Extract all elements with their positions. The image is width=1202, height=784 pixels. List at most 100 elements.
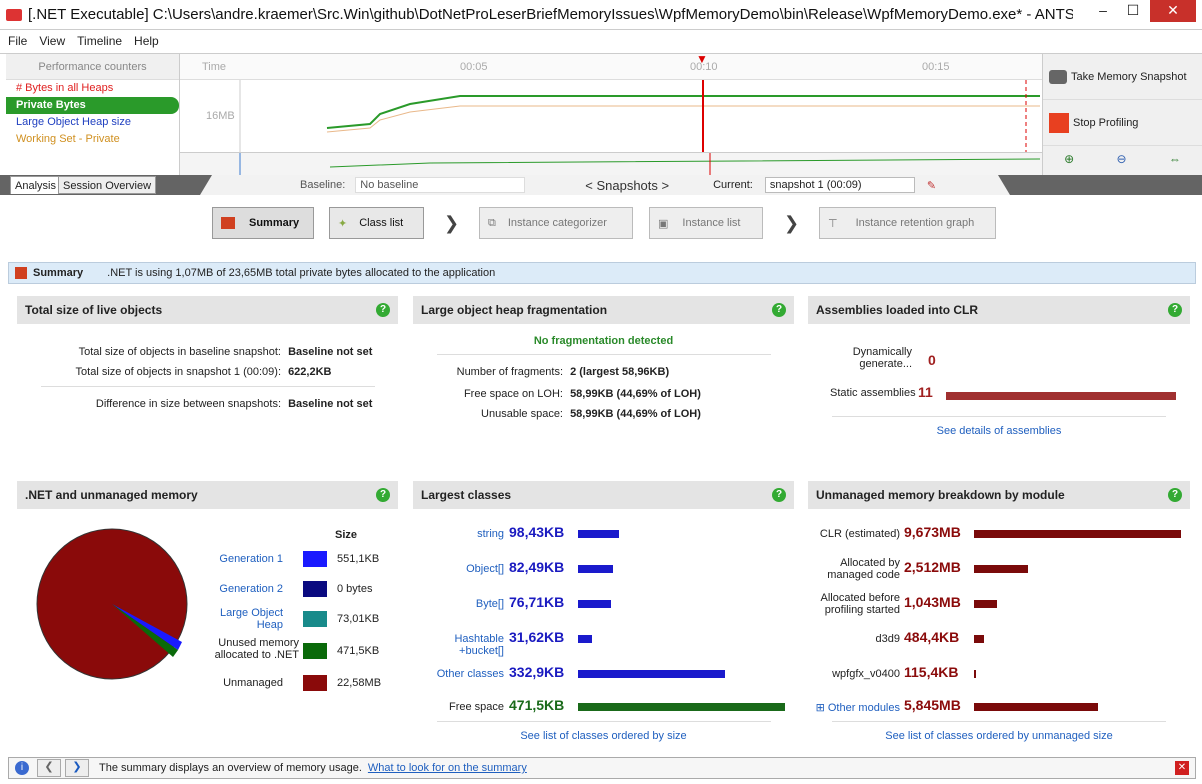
bar-label[interactable]: string bbox=[477, 528, 504, 540]
bar-label[interactable]: Byte[] bbox=[475, 598, 504, 610]
help-icon[interactable]: ? bbox=[772, 488, 786, 502]
legend-label[interactable]: Large Object Heap bbox=[220, 607, 283, 631]
classes-link[interactable]: See list of classes ordered by size bbox=[520, 730, 687, 742]
panel-title: Assemblies loaded into CLR bbox=[816, 303, 979, 317]
fragments-value: 2 (largest 58,96KB) bbox=[570, 366, 670, 378]
size-header: Size bbox=[335, 529, 358, 541]
legend-value: 73,01KB bbox=[337, 613, 380, 625]
difference-value: Baseline not set bbox=[288, 398, 373, 410]
edit-icon[interactable]: ✎ bbox=[926, 179, 937, 192]
bar-label[interactable]: Object[] bbox=[466, 563, 504, 575]
unusable-value: 58,99KB (44,69% of LOH) bbox=[570, 408, 701, 420]
help-icon[interactable]: ? bbox=[1168, 303, 1182, 317]
summary-label: Summary bbox=[249, 217, 300, 229]
bar-label[interactable]: ⊞ Other modules bbox=[815, 702, 900, 714]
close-panel-icon[interactable]: ✕ bbox=[1175, 761, 1189, 775]
playhead-marker[interactable]: ▼ bbox=[696, 52, 708, 66]
bar bbox=[974, 530, 1181, 538]
title-bar: [.NET Executable] C:\Users\andre.kraemer… bbox=[0, 0, 1202, 30]
current-snapshot-select[interactable]: snapshot 1 (00:09) bbox=[764, 177, 915, 193]
stop-profiling-button[interactable]: Stop Profiling bbox=[1043, 100, 1202, 146]
tab-analysis[interactable]: Analysis bbox=[10, 176, 61, 194]
instance-list-button[interactable]: ▣ Instance list bbox=[649, 207, 763, 239]
menu-timeline[interactable]: Timeline bbox=[77, 34, 123, 48]
counter-bytes-in-heaps[interactable]: # Bytes in all Heaps bbox=[16, 82, 114, 94]
static-assemblies-value: 11 bbox=[918, 384, 933, 400]
performance-counters: Performance counters # Bytes in all Heap… bbox=[6, 54, 180, 176]
legend-value: 22,58MB bbox=[337, 677, 382, 689]
summary-button[interactable]: Summary bbox=[212, 207, 314, 239]
back-button[interactable]: ❮ bbox=[37, 759, 61, 777]
memory-panel: .NET and unmanaged memory? Size Generati… bbox=[17, 481, 398, 749]
status-help-link[interactable]: What to look for on the summary bbox=[367, 762, 527, 774]
memory-pie-chart bbox=[36, 528, 188, 680]
tick-label: 00:10 bbox=[690, 61, 718, 73]
legend-label[interactable]: Generation 1 bbox=[219, 553, 283, 565]
zoom-out-icon[interactable]: ⊖ bbox=[1116, 152, 1127, 166]
status-text: The summary displays an overview of memo… bbox=[99, 762, 362, 774]
menu-help[interactable]: Help bbox=[134, 34, 159, 48]
counter-private-bytes[interactable]: Private Bytes bbox=[6, 97, 179, 114]
instance-categorizer-button[interactable]: ⧉ Instance categorizer bbox=[479, 207, 633, 239]
timeline-actions: Take Memory Snapshot Stop Profiling ⊕ ⊖ … bbox=[1042, 54, 1202, 176]
bar-value: 98,43KB bbox=[509, 524, 565, 540]
y-axis-label: 16MB bbox=[206, 110, 235, 122]
window-title: [.NET Executable] C:\Users\andre.kraemer… bbox=[28, 6, 1073, 23]
minimize-button[interactable]: – bbox=[1099, 2, 1107, 18]
snapshot-size-label: Total size of objects in snapshot 1 (00:… bbox=[75, 366, 281, 378]
help-icon[interactable]: ? bbox=[1168, 488, 1182, 502]
bar-value: 5,845MB bbox=[904, 697, 961, 713]
assemblies-panel: Assemblies loaded into CLR? Dynamically … bbox=[808, 296, 1190, 464]
categorizer-icon: ⧉ bbox=[488, 216, 496, 229]
bar bbox=[578, 703, 785, 711]
bar bbox=[974, 670, 976, 678]
retention-graph-button[interactable]: ⊤ Instance retention graph bbox=[819, 207, 996, 239]
tab-session-overview[interactable]: Session Overview bbox=[58, 176, 157, 194]
close-button[interactable]: ✕ bbox=[1150, 0, 1196, 22]
zoom-in-icon[interactable]: ⊕ bbox=[1064, 152, 1075, 166]
legend-label[interactable]: Generation 2 bbox=[219, 583, 283, 595]
bar-value: 76,71KB bbox=[509, 594, 565, 610]
menu-view[interactable]: View bbox=[39, 34, 66, 48]
counter-loh-size[interactable]: Large Object Heap size bbox=[16, 116, 131, 128]
baseline-select[interactable]: No baseline bbox=[355, 177, 526, 193]
zoom-fit-icon[interactable]: ⇔ bbox=[1168, 152, 1181, 166]
timeline-chart bbox=[239, 80, 1040, 152]
take-snapshot-button[interactable]: Take Memory Snapshot bbox=[1043, 54, 1202, 100]
static-assemblies-bar bbox=[946, 392, 1176, 400]
stop-icon bbox=[1049, 112, 1069, 133]
bar-value: 31,62KB bbox=[509, 629, 565, 645]
help-icon[interactable]: ? bbox=[772, 303, 786, 317]
ruler-label: Time bbox=[202, 61, 227, 73]
panel-title: Unmanaged memory breakdown by module bbox=[816, 488, 1065, 502]
legend-swatch bbox=[303, 643, 327, 659]
chevron-right-icon: ❯ bbox=[444, 213, 460, 233]
bar-label[interactable]: Hashtable +bucket[] bbox=[454, 633, 504, 657]
bar bbox=[578, 530, 619, 538]
snapshots-label[interactable]: < Snapshots > bbox=[585, 177, 670, 193]
baseline-size-value: Baseline not set bbox=[288, 346, 373, 358]
timeline-overview[interactable] bbox=[180, 152, 1042, 177]
legend-value: 471,5KB bbox=[337, 645, 380, 657]
timeline-graph[interactable]: 16MB ▼ bbox=[180, 52, 1042, 152]
bar-label[interactable]: Other classes bbox=[436, 668, 504, 680]
unmanaged-link[interactable]: See list of classes ordered by unmanaged… bbox=[885, 730, 1113, 742]
menu-file[interactable]: File bbox=[8, 34, 28, 48]
panel-title: Total size of live objects bbox=[25, 303, 163, 317]
baseline-label: Baseline: bbox=[300, 179, 346, 191]
summary-text: .NET is using 1,07MB of 23,65MB total pr… bbox=[107, 267, 496, 279]
maximize-button[interactable]: ☐ bbox=[1126, 2, 1140, 18]
class-list-button[interactable]: ✦ Class list bbox=[329, 207, 424, 239]
bar-label: wpfgfx_v0400 bbox=[832, 668, 900, 680]
help-icon[interactable]: ? bbox=[376, 303, 390, 317]
forward-button[interactable]: ❯ bbox=[65, 759, 89, 777]
help-icon[interactable]: ? bbox=[376, 488, 390, 502]
assemblies-link[interactable]: See details of assemblies bbox=[936, 425, 1062, 437]
legend-swatch bbox=[303, 581, 327, 597]
panel-title: .NET and unmanaged memory bbox=[25, 488, 198, 502]
difference-label: Difference in size between snapshots: bbox=[95, 398, 281, 410]
unmanaged-panel: Unmanaged memory breakdown by module? CL… bbox=[808, 481, 1190, 749]
timeline: Performance counters # Bytes in all Heap… bbox=[0, 52, 1202, 177]
counter-working-set[interactable]: Working Set - Private bbox=[16, 133, 120, 145]
dynamic-assemblies-value: 0 bbox=[928, 352, 936, 368]
